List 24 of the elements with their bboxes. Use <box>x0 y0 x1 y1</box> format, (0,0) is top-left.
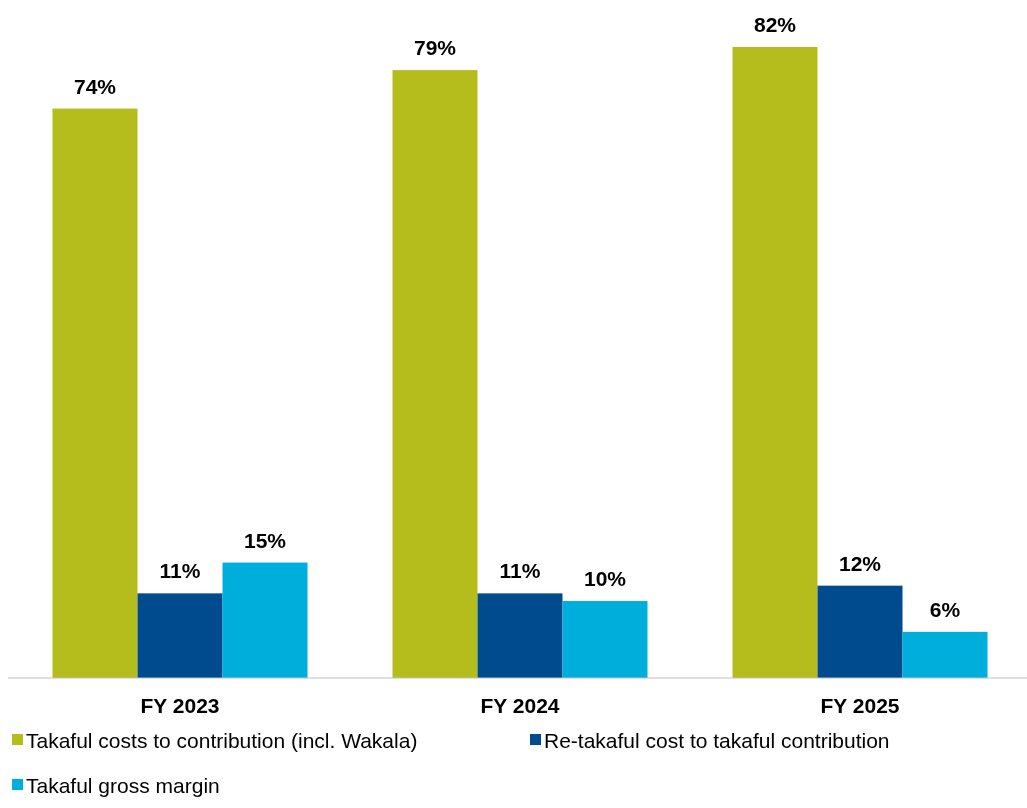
x-tick-label: FY 2025 <box>820 694 900 717</box>
bar <box>732 47 818 678</box>
data-label: 10% <box>583 567 627 591</box>
data-label: 11% <box>499 559 541 583</box>
data-label: 15% <box>243 528 287 552</box>
x-tick-label: FY 2023 <box>140 694 220 717</box>
x-tick-label: FY 2024 <box>480 694 560 717</box>
bar <box>392 70 478 678</box>
bar <box>477 593 563 678</box>
bar <box>562 601 648 678</box>
data-label: 6% <box>929 597 961 621</box>
data-label: 12% <box>838 551 882 575</box>
bar <box>222 562 308 678</box>
data-label: 11% <box>159 559 201 583</box>
bar <box>137 593 223 678</box>
data-label: 82% <box>753 13 797 36</box>
bar <box>52 108 138 678</box>
legend-label: Takaful costs to contribution (incl. Wakala) <box>26 729 418 752</box>
data-label: 74% <box>73 74 117 98</box>
legend-label: Re-takaful cost to takaful contribution <box>544 729 890 752</box>
bar <box>902 631 988 678</box>
data-label: 79% <box>413 36 457 60</box>
legend-label: Takaful gross margin <box>26 774 220 797</box>
bar <box>817 585 903 678</box>
